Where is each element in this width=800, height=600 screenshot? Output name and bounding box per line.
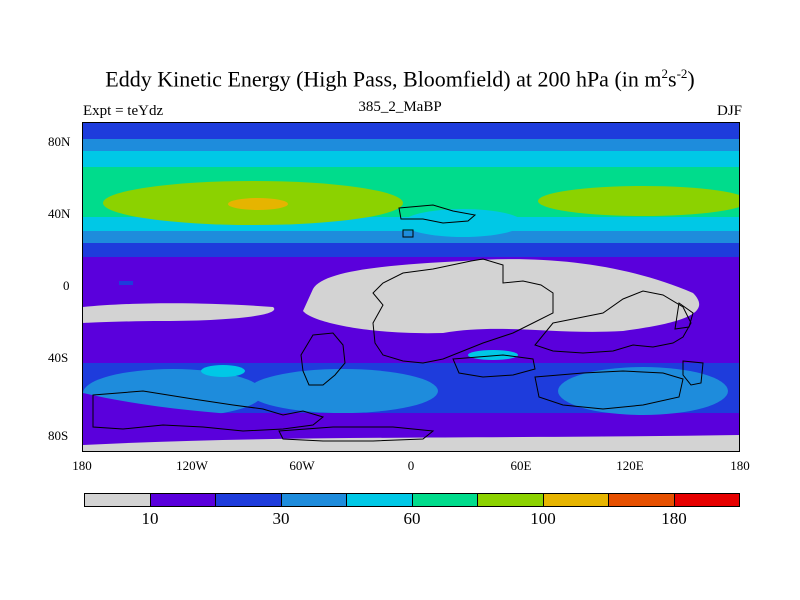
tropical-low-west — [83, 303, 275, 323]
band-north-cyan-2 — [83, 151, 739, 167]
colorbar-label-180: 180 — [661, 509, 687, 528]
colorbar-segment — [543, 494, 609, 506]
colorbar-segment — [412, 494, 478, 506]
coastlines — [92, 204, 704, 442]
colorbar-label-100: 100 — [530, 509, 556, 528]
colorbar-label-10: 10 — [141, 509, 159, 528]
lat-tick-80n: 80N — [48, 134, 71, 149]
band-north-polar — [83, 123, 739, 139]
tropical-low-region — [303, 259, 700, 334]
lon-tick-180e: 180 — [730, 458, 750, 473]
lat-tick-40n: 40N — [48, 206, 71, 221]
colorbar-segment — [347, 494, 413, 506]
colorbar-segment — [674, 494, 739, 506]
sh-storm-east — [558, 367, 728, 415]
band-north-cyan-1 — [83, 139, 739, 151]
sh-storm-central — [248, 369, 438, 413]
sh-cyan-east — [468, 350, 518, 360]
colorbar-segment — [478, 494, 544, 506]
chart-title: Eddy Kinetic Energy (High Pass, Bloomfie… — [105, 66, 695, 92]
colorbar-segment — [150, 494, 216, 506]
jet-max-east — [538, 186, 739, 216]
jet-peak-west — [228, 198, 288, 210]
lat-tick-40s: 40S — [48, 350, 69, 365]
antarctic-grey — [83, 435, 739, 451]
lat-tick-80s: 80S — [48, 428, 69, 443]
colorbar — [84, 493, 740, 507]
chart-subtitle: 385_2_MaBP — [358, 99, 442, 115]
lon-tick-120w: 120W — [176, 458, 208, 473]
colorbar-label-30: 30 — [272, 509, 290, 528]
colorbar-label-60: 60 — [403, 509, 421, 528]
jet-dip — [403, 209, 523, 237]
colorbar-segment — [609, 494, 675, 506]
tropical-blue-speck — [119, 281, 133, 285]
sh-purple-edge — [83, 393, 739, 451]
colorbar-segment — [85, 494, 151, 506]
experiment-label: Expt = teYdz — [83, 103, 164, 119]
season-label: DJF — [716, 103, 742, 119]
lon-tick-60w: 60W — [289, 458, 315, 473]
lon-tick-180w: 180 — [72, 458, 92, 473]
contour-field — [83, 123, 739, 451]
lat-tick-eq: 0 — [63, 278, 70, 293]
lon-tick-60e: 60E — [510, 458, 532, 473]
contour-map — [82, 122, 740, 452]
lon-tick-120e: 120E — [616, 458, 644, 473]
band-north-deepblue — [83, 243, 739, 257]
lon-tick-0: 0 — [407, 458, 415, 473]
colorbar-segment — [281, 494, 347, 506]
colorbar-segment — [216, 494, 282, 506]
sh-cyan-west — [201, 365, 245, 377]
